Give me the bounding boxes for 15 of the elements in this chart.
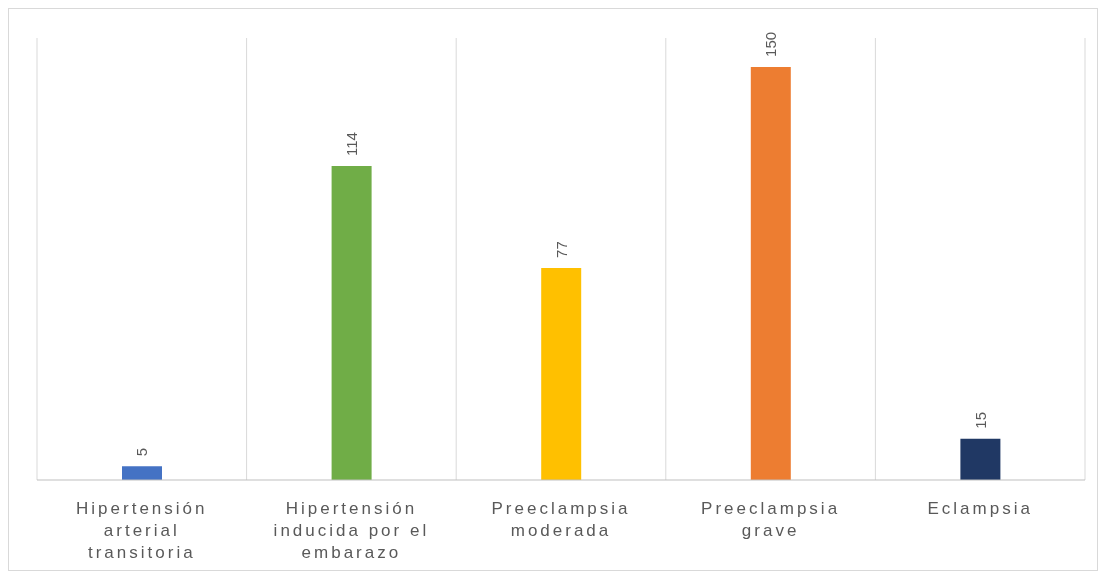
data-label: 77 bbox=[552, 241, 570, 258]
bar bbox=[541, 267, 582, 480]
x-tick-label: Hipertensión inducida por el embarazo bbox=[273, 499, 430, 562]
bar bbox=[331, 166, 372, 480]
data-label: 150 bbox=[762, 31, 780, 57]
x-tick-label: Preeclampsia moderada bbox=[491, 499, 631, 540]
x-tick-label: Eclampsia bbox=[927, 499, 1033, 518]
bar bbox=[122, 466, 162, 480]
bar bbox=[960, 438, 1001, 480]
data-label: 114 bbox=[343, 132, 361, 157]
data-label: 5 bbox=[133, 447, 151, 457]
x-tick-label: Hipertensión arterial transitoria bbox=[76, 499, 208, 562]
bar bbox=[750, 66, 791, 480]
x-tick-label: Preeclampsia grave bbox=[701, 499, 841, 540]
data-label: 15 bbox=[971, 412, 989, 429]
